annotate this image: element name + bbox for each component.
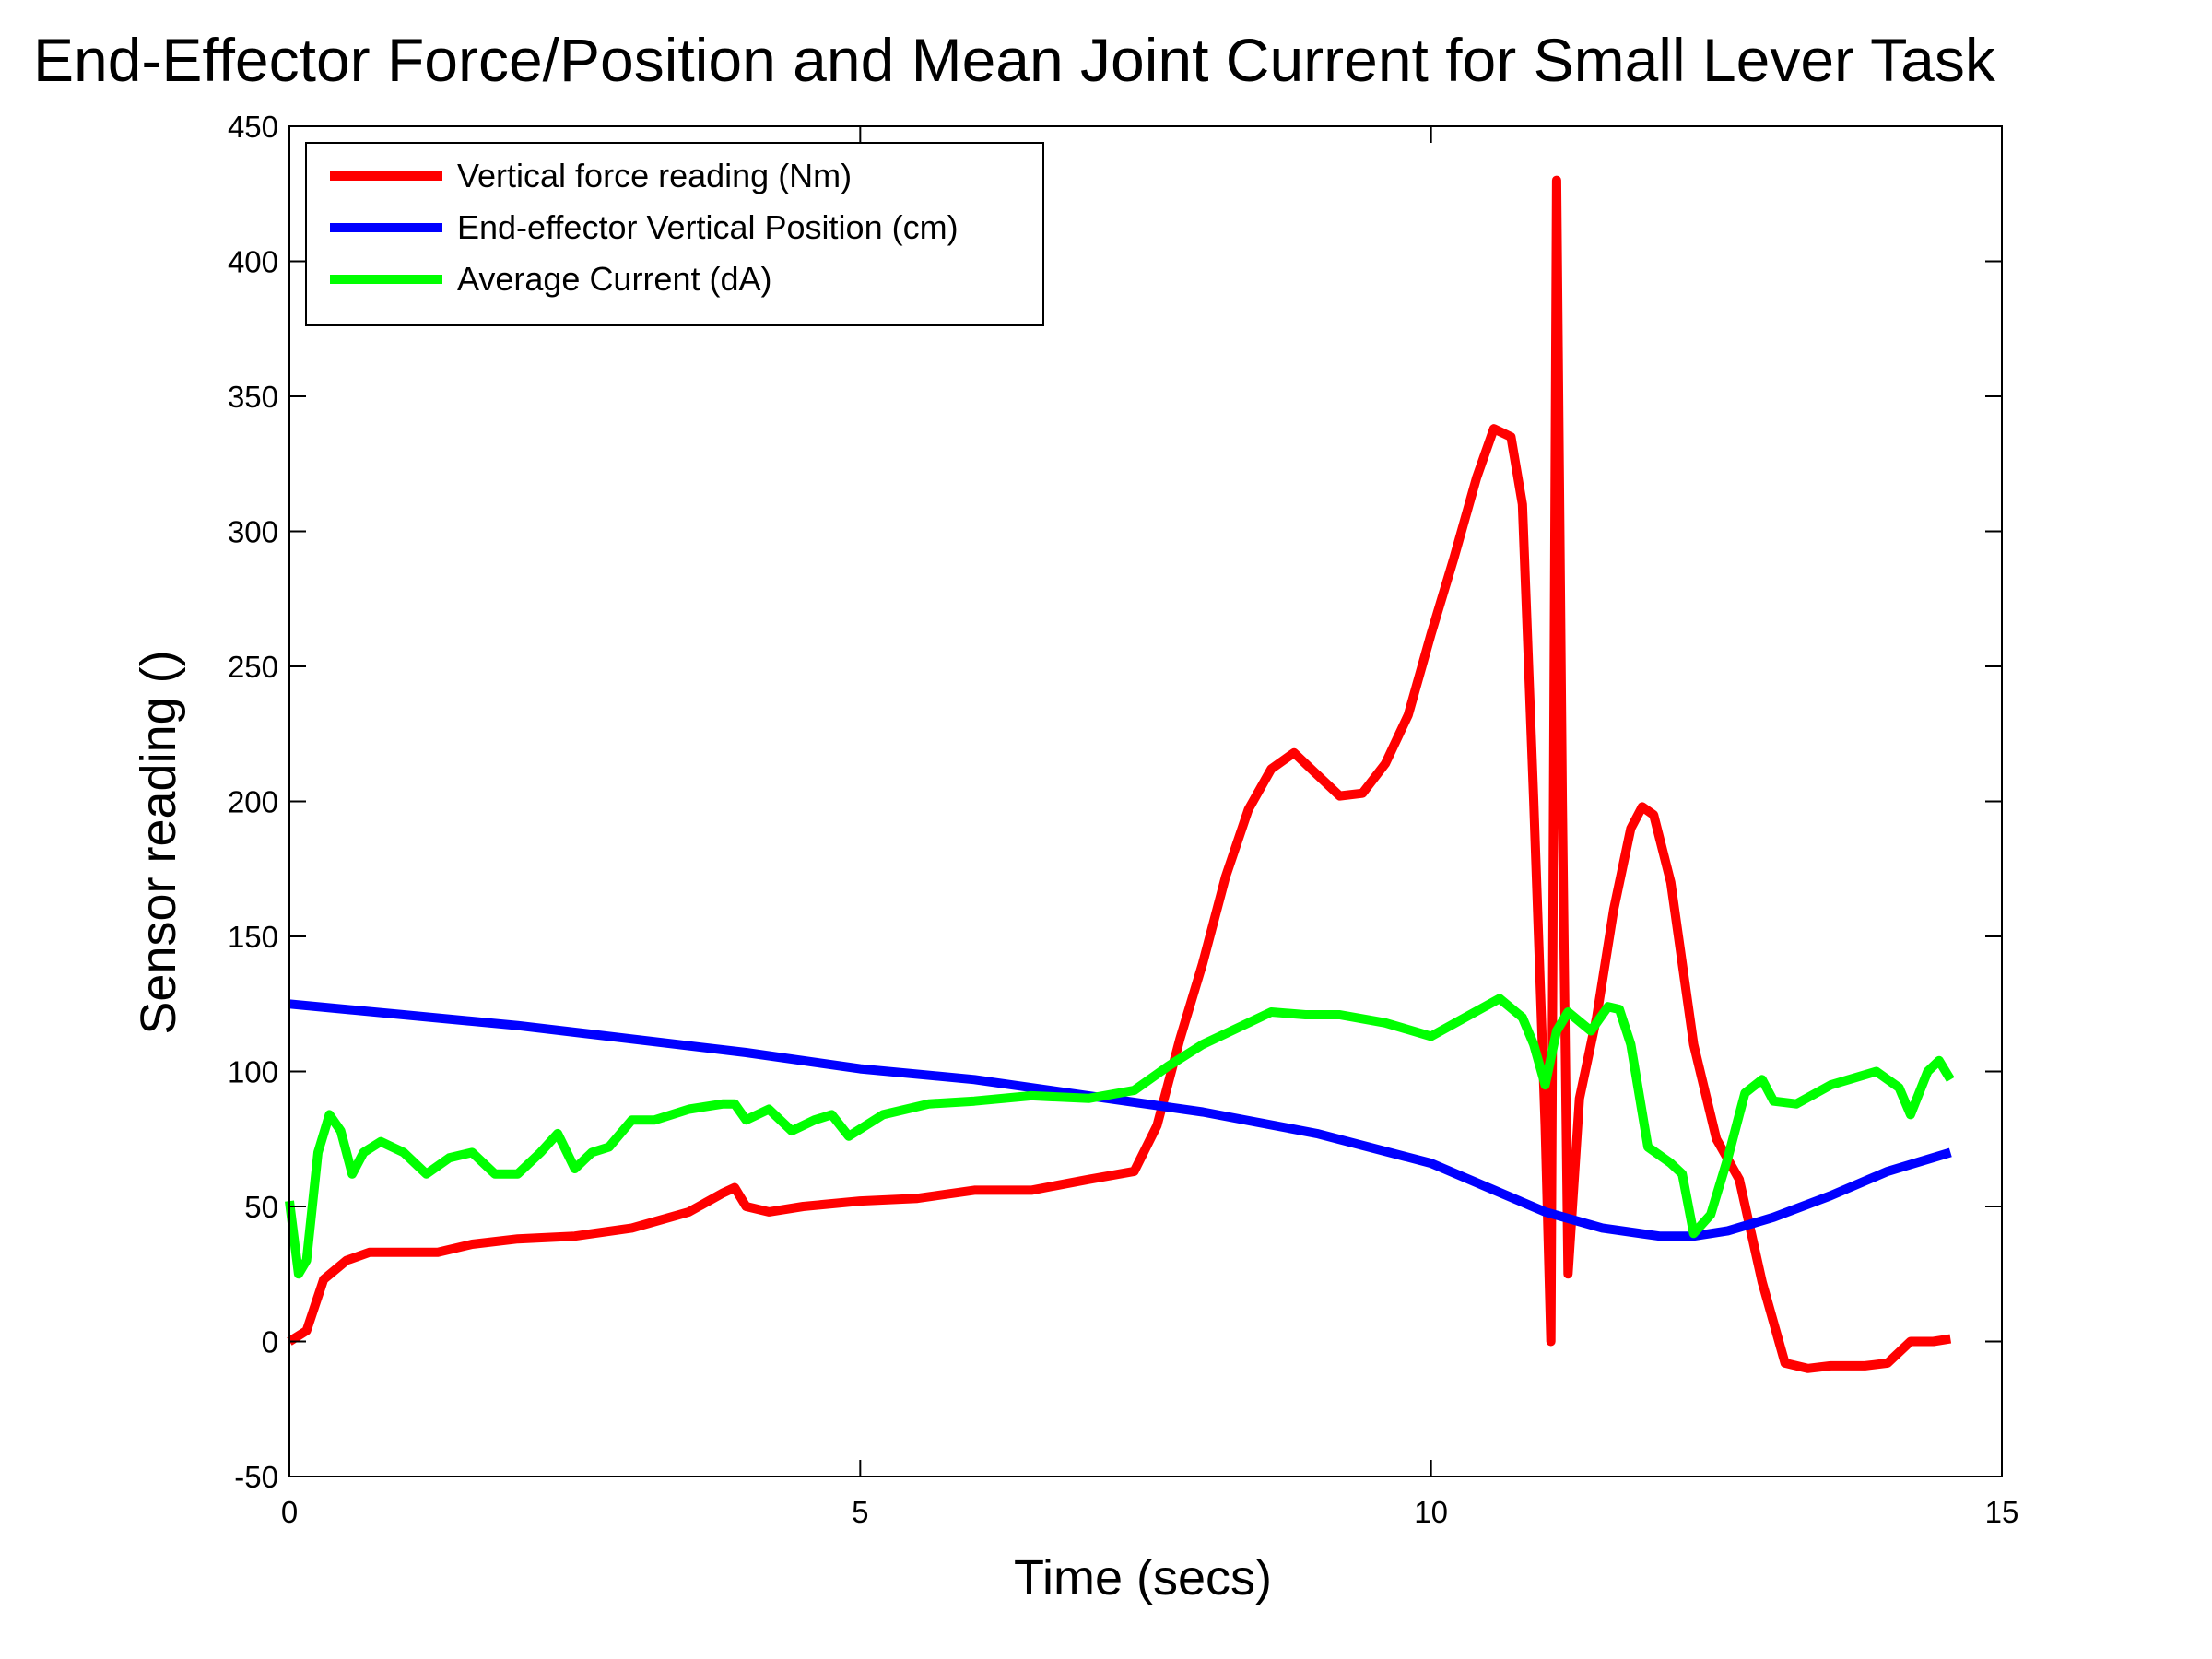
y-tick-label: 300 xyxy=(228,515,278,549)
legend-label-2: Average Current (dA) xyxy=(457,260,772,298)
series-line-0 xyxy=(287,175,1952,1373)
legend: Vertical force reading (Nm) End-effector … xyxy=(305,142,1044,326)
y-axis-label: Sensor reading () xyxy=(131,650,186,1034)
y-tick-label: 200 xyxy=(228,785,278,819)
y-tick-label: 400 xyxy=(228,245,278,279)
x-axis-label: Time (secs) xyxy=(1014,1550,1272,1606)
series-layer xyxy=(285,175,1955,1373)
y-tick-label: 250 xyxy=(228,650,278,684)
x-tick-label: 0 xyxy=(281,1495,298,1529)
series-line-1 xyxy=(288,999,1952,1241)
legend-label-1: End-effector Vertical Position (cm) xyxy=(457,208,959,246)
y-tick-label: -50 xyxy=(234,1460,278,1494)
y-tick-label: 350 xyxy=(228,380,278,414)
y-tick-label: 50 xyxy=(244,1190,278,1224)
y-tick-label: 450 xyxy=(228,110,278,144)
plot-background xyxy=(289,126,2002,1477)
y-tick-label: 100 xyxy=(228,1055,278,1089)
plot-area xyxy=(289,126,2002,1477)
x-tick-label: 15 xyxy=(1985,1495,2019,1529)
series-line-2 xyxy=(285,994,1955,1279)
y-tick-label: 150 xyxy=(228,920,278,954)
x-tick-label: 5 xyxy=(852,1495,868,1529)
legend-label-0: Vertical force reading (Nm) xyxy=(457,157,852,194)
chart-title: End-Effector Force/Position and Mean Joi… xyxy=(33,26,1996,94)
y-tick-label: 0 xyxy=(262,1325,278,1359)
x-tick-label: 10 xyxy=(1414,1495,1448,1529)
